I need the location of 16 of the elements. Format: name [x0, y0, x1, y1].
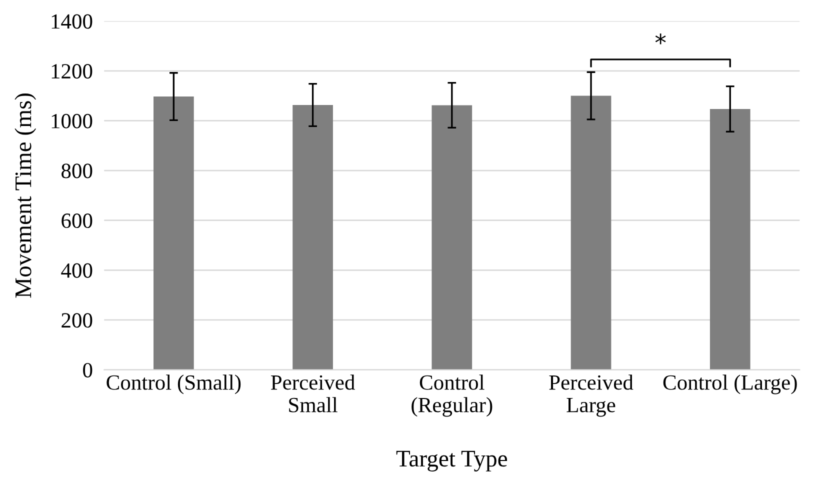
x-tick-label: Control (Small): [106, 374, 241, 394]
x-tick-label: Control (Regular): [412, 374, 492, 417]
x-tick-label: Perceived Small: [270, 374, 355, 412]
y-tick-label: 1000: [52, 114, 92, 128]
y-tick-label: 600: [62, 213, 92, 228]
annotation: *: [655, 34, 666, 44]
y-tick-label: 400: [61, 263, 92, 278]
x-axis-title: Target Type: [396, 450, 508, 472]
y-tick-label: 200: [62, 313, 92, 328]
x-tick-label: Control (Large): [663, 374, 797, 394]
y-tick-label: 800: [62, 164, 92, 178]
y-tick-label: 0: [83, 362, 92, 378]
y-axis-title: Movement Time (ms): [14, 93, 36, 298]
y-tick-label: 1400: [52, 14, 92, 29]
y-tick-label: 1200: [52, 64, 92, 79]
x-tick-label: Perceived Large: [549, 374, 634, 417]
